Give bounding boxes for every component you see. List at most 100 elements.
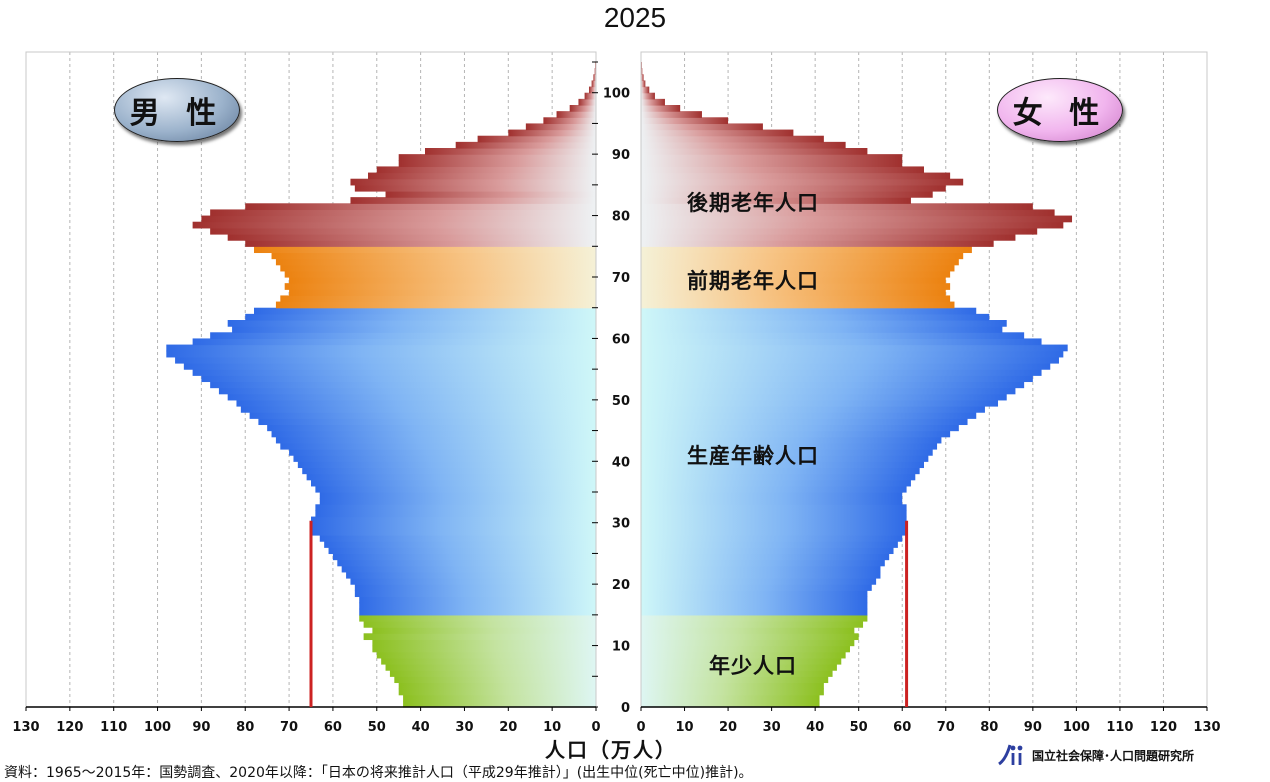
- male-bar-age-27: [320, 535, 596, 542]
- female-bar-age-56: [641, 357, 1059, 364]
- female-bar-age-18: [641, 590, 867, 597]
- female-x-tick-label: 120: [1150, 720, 1177, 735]
- male-x-tick-label: 130: [12, 720, 39, 735]
- male-bar-age-91: [456, 142, 596, 149]
- female-x-tick-label: 0: [636, 720, 645, 735]
- male-bar-age-46: [258, 418, 596, 425]
- male-bar-age-85: [350, 179, 596, 186]
- male-bar-age-32: [315, 504, 596, 511]
- male-bar-age-56: [175, 357, 596, 364]
- female-bar-age-91: [641, 142, 846, 149]
- male-bar-age-87: [377, 166, 596, 173]
- male-bar-age-45: [267, 424, 596, 431]
- female-bar-age-64: [641, 308, 976, 315]
- male-bar-age-86: [368, 173, 596, 180]
- male-bar-age-7: [381, 658, 596, 665]
- male-bar-age-51: [219, 388, 596, 395]
- female-bar-age-21: [641, 572, 880, 579]
- male-bar-age-60: [210, 332, 596, 339]
- male-bar-age-57: [166, 351, 596, 358]
- male-x-tick-label: 20: [499, 720, 517, 735]
- male-bar-age-13: [364, 621, 596, 628]
- male-x-tick-label: 60: [324, 720, 342, 735]
- female-bar-age-14: [641, 615, 867, 622]
- male-bar-age-22: [342, 566, 596, 573]
- female-bar-age-53: [641, 375, 1033, 382]
- female-bar-age-49: [641, 400, 998, 407]
- male-bar-age-101: [592, 80, 596, 87]
- female-bar-age-58: [641, 345, 1068, 352]
- male-bar-age-80: [210, 209, 596, 216]
- female-bar-age-87: [641, 166, 924, 173]
- female-x-tick-label: 70: [937, 720, 955, 735]
- male-bar-age-12: [372, 627, 596, 634]
- female-bar-age-46: [641, 418, 968, 425]
- male-bar-age-9: [372, 646, 596, 653]
- organization-name: 国立社会保障･人口問題研究所: [1032, 747, 1194, 764]
- female-bar-age-1: [641, 695, 820, 702]
- x-axis-label: 人口（万人）: [545, 734, 677, 763]
- female-bar-age-59: [641, 338, 1042, 345]
- male-bar-age-35: [315, 486, 596, 493]
- female-bar-age-32: [641, 504, 907, 511]
- male-bar-age-90: [425, 148, 596, 155]
- male-bar-age-31: [315, 510, 596, 517]
- age-tick-label: 100: [603, 87, 630, 102]
- male-bar-age-77: [210, 228, 596, 235]
- male-bar-age-3: [399, 682, 596, 689]
- male-bar-age-29: [311, 523, 596, 530]
- female-bar-age-16: [641, 603, 867, 610]
- female-x-tick-label: 40: [806, 720, 824, 735]
- female-bar-age-50: [641, 394, 1007, 401]
- male-x-tick-label: 90: [192, 720, 210, 735]
- female-bar-age-77: [641, 228, 1037, 235]
- source-note: 資料：1965～2015年：国勢調査、2020年以降：「日本の将来推計人口（平成…: [4, 762, 753, 782]
- male-bar-age-69: [289, 277, 596, 284]
- male-x-tick-label: 50: [368, 720, 386, 735]
- male-bar-age-71: [280, 265, 596, 272]
- male-bar-age-38: [302, 467, 596, 474]
- female-x-tick-label: 10: [675, 720, 693, 735]
- female-bar-age-62: [641, 320, 1007, 327]
- male-bar-age-33: [320, 498, 596, 505]
- male-bar-age-66: [280, 295, 596, 302]
- female-bar-age-29: [641, 523, 907, 530]
- female-bar-age-66: [641, 295, 950, 302]
- female-bar-age-63: [641, 314, 989, 321]
- male-bar-age-26: [324, 541, 596, 548]
- male-x-tick-label: 30: [455, 720, 473, 735]
- male-bar-age-40: [293, 455, 596, 462]
- female-bar-age-65: [641, 302, 954, 309]
- female-bar-age-95: [641, 117, 728, 124]
- female-bar-age-52: [641, 381, 1024, 388]
- female-bar-age-55: [641, 363, 1050, 370]
- male-bar-age-18: [355, 590, 596, 597]
- female-badge: 女 性: [997, 78, 1123, 142]
- female-bar-age-33: [641, 498, 902, 505]
- male-bar-age-74: [254, 246, 596, 253]
- age-tick-label: 0: [621, 701, 630, 716]
- male-bar-age-82: [350, 197, 596, 204]
- male-bar-age-93: [508, 130, 596, 137]
- young-label: 年少人口: [642, 650, 864, 680]
- male-bar-age-23: [337, 560, 596, 567]
- female-bar-age-35: [641, 486, 907, 493]
- female-bar-age-11: [641, 633, 859, 640]
- female-x-tick-label: 30: [763, 720, 781, 735]
- female-bar-age-15: [641, 609, 867, 616]
- male-x-tick-label: 110: [100, 720, 127, 735]
- male-bar-age-52: [210, 381, 596, 388]
- late-elderly-label: 後期老年人口: [642, 187, 864, 217]
- female-x-tick-label: 20: [719, 720, 737, 735]
- male-bar-age-28: [311, 529, 596, 536]
- male-bar-age-6: [386, 664, 596, 671]
- male-bar-age-10: [372, 639, 596, 646]
- female-bar-age-98: [641, 99, 665, 106]
- female-bar-age-19: [641, 584, 872, 591]
- male-bar-age-62: [228, 320, 596, 327]
- male-bar-age-95: [543, 117, 596, 124]
- male-bar-age-58: [166, 345, 596, 352]
- female-bar-age-24: [641, 553, 889, 560]
- female-bar-age-30: [641, 517, 907, 524]
- female-bar-age-100: [641, 87, 649, 94]
